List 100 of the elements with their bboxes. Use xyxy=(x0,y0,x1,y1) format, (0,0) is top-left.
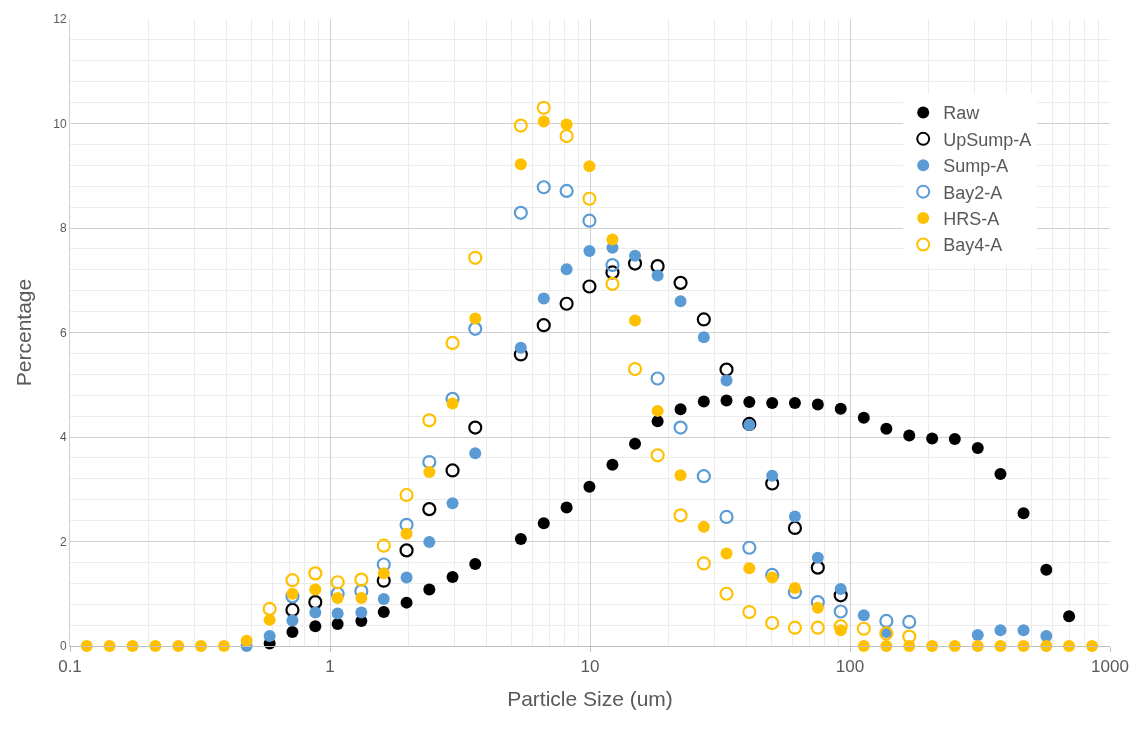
point xyxy=(445,335,460,351)
point xyxy=(903,429,916,442)
point xyxy=(354,572,369,587)
point xyxy=(331,607,344,620)
point xyxy=(377,606,390,619)
y-tick-label: 2 xyxy=(59,534,67,549)
point xyxy=(811,551,824,564)
point xyxy=(423,466,436,478)
point xyxy=(720,547,733,560)
point xyxy=(971,441,984,454)
point xyxy=(514,532,527,545)
point xyxy=(399,543,414,558)
point xyxy=(376,538,391,553)
point xyxy=(355,606,368,619)
point xyxy=(765,615,780,631)
point xyxy=(629,314,642,327)
point xyxy=(811,398,824,411)
x-tick-label: 10 xyxy=(580,657,600,677)
point xyxy=(513,347,528,362)
point xyxy=(559,296,574,311)
point xyxy=(400,527,413,540)
point xyxy=(673,508,688,523)
point xyxy=(766,571,779,584)
point xyxy=(422,502,437,517)
point xyxy=(445,463,460,478)
point xyxy=(240,634,253,647)
point xyxy=(309,620,322,633)
point xyxy=(399,517,414,532)
point xyxy=(627,256,643,271)
point xyxy=(674,295,687,308)
point xyxy=(582,191,597,206)
point xyxy=(766,397,779,410)
point xyxy=(605,258,620,273)
point xyxy=(926,432,939,445)
point xyxy=(583,160,596,173)
point xyxy=(308,595,323,610)
point xyxy=(994,624,1007,637)
point xyxy=(582,213,597,228)
point xyxy=(536,100,551,115)
point xyxy=(650,371,665,386)
point xyxy=(948,640,961,652)
point xyxy=(560,118,573,131)
point xyxy=(537,292,550,305)
point xyxy=(696,556,711,571)
point xyxy=(719,509,734,525)
point xyxy=(605,276,620,291)
point xyxy=(513,118,528,133)
point xyxy=(330,575,345,590)
point xyxy=(469,557,482,570)
point xyxy=(627,361,643,377)
point xyxy=(902,629,917,644)
x-tick-label: 1 xyxy=(325,657,335,677)
point xyxy=(697,520,710,533)
point xyxy=(834,583,847,596)
legend-label: Raw xyxy=(943,103,981,124)
point xyxy=(971,629,984,642)
y-tick-label: 10 xyxy=(53,116,67,131)
point xyxy=(926,640,939,652)
point xyxy=(262,601,277,616)
point xyxy=(994,468,1007,481)
point xyxy=(468,250,483,265)
point xyxy=(537,115,550,128)
point xyxy=(331,591,344,604)
point xyxy=(469,312,482,325)
point xyxy=(1063,610,1076,623)
point xyxy=(469,447,482,460)
point xyxy=(536,180,551,195)
point xyxy=(720,394,733,407)
point xyxy=(423,583,436,596)
y-tick-label: 8 xyxy=(59,221,67,236)
point xyxy=(286,587,299,600)
point xyxy=(674,469,687,482)
point xyxy=(834,402,847,415)
point xyxy=(787,520,803,536)
point xyxy=(331,618,344,631)
point xyxy=(309,606,322,619)
point xyxy=(514,341,527,354)
point xyxy=(787,620,803,635)
point xyxy=(902,614,917,630)
y-tick-label: 0 xyxy=(59,639,67,654)
legend-label: HRS-A xyxy=(943,209,1000,230)
point xyxy=(400,596,413,609)
point xyxy=(468,420,483,435)
point xyxy=(743,395,756,408)
point xyxy=(788,510,801,523)
point xyxy=(399,487,414,503)
point xyxy=(810,560,825,575)
point xyxy=(810,620,825,635)
legend-label: UpSump-A xyxy=(943,129,1032,150)
point xyxy=(423,536,436,549)
point xyxy=(605,265,620,280)
point xyxy=(582,279,597,294)
legend-label: Sump-A xyxy=(943,156,1009,177)
point xyxy=(650,448,665,463)
point xyxy=(765,476,780,491)
point xyxy=(446,571,459,584)
point xyxy=(422,413,437,428)
point xyxy=(742,604,757,620)
point xyxy=(650,259,665,274)
point xyxy=(285,573,300,588)
